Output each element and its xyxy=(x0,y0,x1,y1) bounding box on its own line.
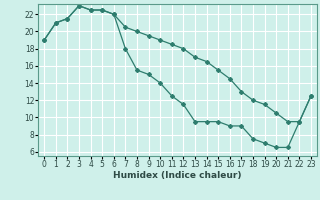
X-axis label: Humidex (Indice chaleur): Humidex (Indice chaleur) xyxy=(113,171,242,180)
